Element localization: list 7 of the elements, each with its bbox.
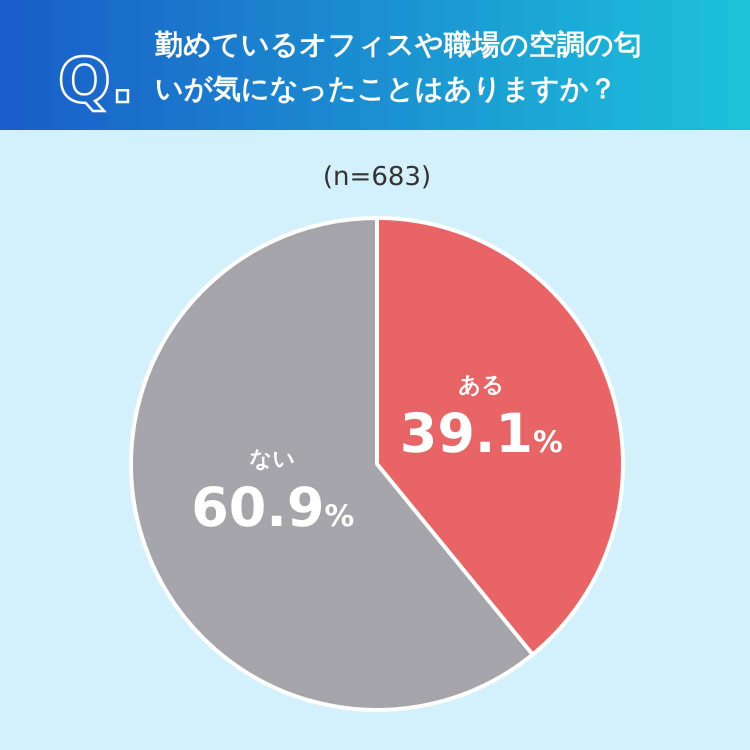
- chart-title: 勤めているオフィスや職場の空調の匂いが気になったことはありますか？: [154, 28, 642, 105]
- text: Q.: [58, 44, 134, 117]
- slice-label: ある: [458, 372, 504, 398]
- data-label: 39.1%: [400, 402, 563, 465]
- chart-subtitle: (n=683): [322, 162, 432, 192]
- data-label: 60.9%: [191, 476, 354, 540]
- slice-label: ない: [250, 447, 296, 472]
